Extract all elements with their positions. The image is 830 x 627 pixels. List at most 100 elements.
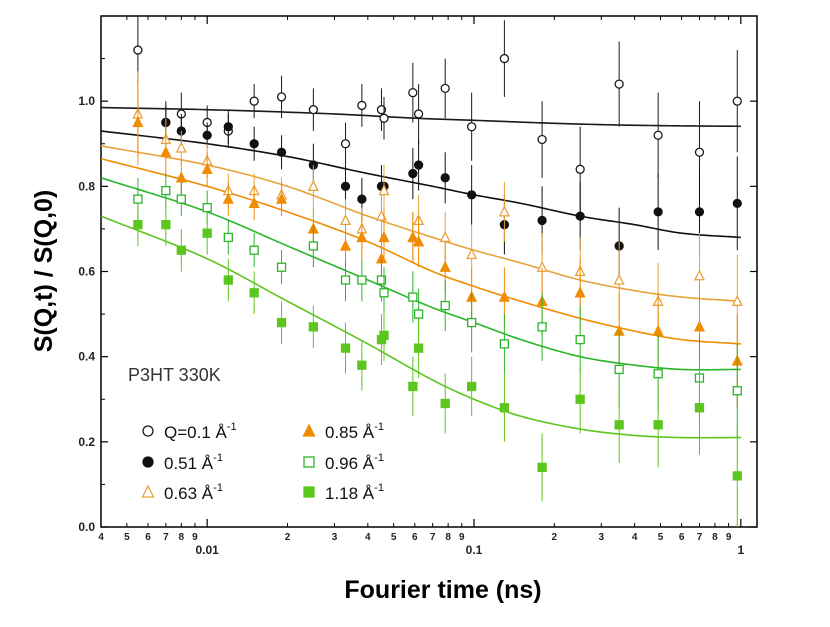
legend-item-q010: Q=0.1 Å-1 <box>142 421 237 442</box>
data-point-q118-4 <box>223 275 233 285</box>
legend-item-q118: 1.18 Å-1 <box>303 482 384 503</box>
x-axis-title: Fourier time (ns) <box>344 576 541 604</box>
legend-marker-q063 <box>141 484 155 498</box>
data-point-q118-18 <box>575 394 585 404</box>
data-point-q051-11 <box>408 168 418 179</box>
legend-item-q085: 0.85 Å-1 <box>302 421 384 442</box>
data-point-q063-15 <box>466 248 478 260</box>
data-point-q096-22 <box>732 386 742 396</box>
x-tick-label-minor-1: 5 <box>124 532 130 543</box>
data-point-q051-20 <box>694 207 705 217</box>
data-point-q051-17 <box>575 211 585 221</box>
legend-label-sup-q096: -1 <box>374 452 384 464</box>
x-tick-label-minor-16: 4 <box>632 532 638 543</box>
data-point-q096-20 <box>653 369 663 379</box>
legend-item-q096: 0.96 Å-1 <box>303 452 384 473</box>
y-tick-label-1: 0.2 <box>78 435 95 449</box>
x-tick-label-minor-17: 5 <box>658 532 664 543</box>
data-point-q051-8 <box>357 194 367 204</box>
data-point-q051-19 <box>653 207 663 217</box>
legend-label-q010: Q=0.1 Å-1 <box>164 421 237 442</box>
data-point-q085-11 <box>378 230 390 243</box>
data-point-q118-6 <box>276 317 287 328</box>
data-point-q051-4 <box>249 139 259 149</box>
legend-label-sup-q051: -1 <box>213 452 223 464</box>
y-tick-label-0: 0.0 <box>78 520 95 534</box>
y-tick-label-2: 0.4 <box>78 350 95 364</box>
x-tick-label-minor-0: 4 <box>98 532 104 543</box>
axes: 0.00.20.40.60.81.00.01 0.1 14 5 6 7 8 9 2 3 4 5 6 7 8 9… <box>78 16 757 557</box>
data-point-q096-17 <box>537 322 547 332</box>
data-point-q010-20 <box>653 130 663 140</box>
fit-line-q010 <box>100 106 741 128</box>
legend-marker-q085 <box>302 423 316 437</box>
data-point-q085-3 <box>201 162 213 174</box>
legend-label-sup-q085: -1 <box>374 421 384 433</box>
data-point-q010-13 <box>413 109 424 119</box>
x-tick-label-minor-19: 7 <box>697 532 703 543</box>
data-point-q051-7 <box>340 181 351 191</box>
data-point-q118-8 <box>340 343 351 353</box>
legend-label-q051: 0.51 Å-1 <box>164 452 223 473</box>
legend-label-sup-q063: -1 <box>213 482 223 494</box>
x-tick-label-minor-9: 5 <box>391 532 397 543</box>
data-point-q096-18 <box>575 334 585 345</box>
data-point-q096-15 <box>466 317 477 328</box>
data-point-q010-5 <box>249 96 259 106</box>
data-point-q096-2 <box>176 194 186 204</box>
data-point-q118-16 <box>499 403 510 413</box>
data-point-q096-8 <box>340 275 351 285</box>
data-point-q096-1 <box>161 185 171 196</box>
data-point-q010-17 <box>537 134 547 145</box>
y-tick-label-3: 0.6 <box>78 265 95 279</box>
data-point-q096-12 <box>408 292 418 302</box>
legend-label-q063: 0.63 Å-1 <box>164 482 223 503</box>
data-point-q118-15 <box>466 381 477 392</box>
data-point-q010-14 <box>440 83 450 94</box>
legend-marker-q096 <box>303 456 315 468</box>
legend-label-q085: 0.85 Å-1 <box>325 421 384 442</box>
data-point-q096-0 <box>133 194 143 204</box>
legend-label-sup-q010: -1 <box>227 421 237 433</box>
legend-marker-q051 <box>142 456 154 468</box>
data-point-q118-20 <box>653 420 663 430</box>
data-point-q118-9 <box>357 360 367 370</box>
data-point-q118-5 <box>249 288 259 298</box>
data-point-q051-21 <box>732 198 742 209</box>
x-tick-label-minor-3: 7 <box>163 532 169 543</box>
data-point-q118-19 <box>614 420 624 430</box>
data-point-q010-22 <box>732 96 742 106</box>
data-point-q085-20 <box>652 324 664 336</box>
data-point-q118-17 <box>537 462 547 473</box>
data-point-q063-11 <box>378 184 390 196</box>
data-point-q085-5 <box>248 196 260 209</box>
data-point-q096-5 <box>249 245 259 255</box>
data-point-q010-11 <box>379 113 389 123</box>
data-point-q063-19 <box>613 273 625 285</box>
data-point-q051-14 <box>466 190 477 200</box>
data-point-q051-13 <box>440 173 450 183</box>
data-point-q063-22 <box>731 294 743 306</box>
y-axis-title: S(Q,t) / S(Q,0) <box>30 190 58 353</box>
legend-label-sup-q118: -1 <box>374 482 384 494</box>
data-point-q118-1 <box>161 220 171 230</box>
data-point-q085-14 <box>439 260 451 272</box>
data-point-q051-2 <box>202 130 212 140</box>
data-point-q051-16 <box>537 215 547 226</box>
data-point-q063-14 <box>439 230 451 243</box>
data-point-q085-21 <box>693 320 706 332</box>
data-point-q085-18 <box>574 286 586 298</box>
data-point-q118-0 <box>133 220 143 230</box>
data-point-q118-13 <box>413 343 424 353</box>
data-point-q085-12 <box>407 230 419 243</box>
data-point-q096-4 <box>223 232 233 243</box>
data-point-q085-0 <box>132 116 144 128</box>
data-point-q085-8 <box>339 239 352 251</box>
data-point-q085-4 <box>222 192 234 204</box>
x-tick-label-minor-13: 9 <box>459 532 465 543</box>
data-point-q010-15 <box>466 122 477 132</box>
x-tick-label-minor-7: 3 <box>332 532 338 543</box>
x-tick-label-minor-20: 8 <box>712 532 718 543</box>
data-point-q096-13 <box>413 309 424 319</box>
data-point-q085-2 <box>175 171 187 183</box>
